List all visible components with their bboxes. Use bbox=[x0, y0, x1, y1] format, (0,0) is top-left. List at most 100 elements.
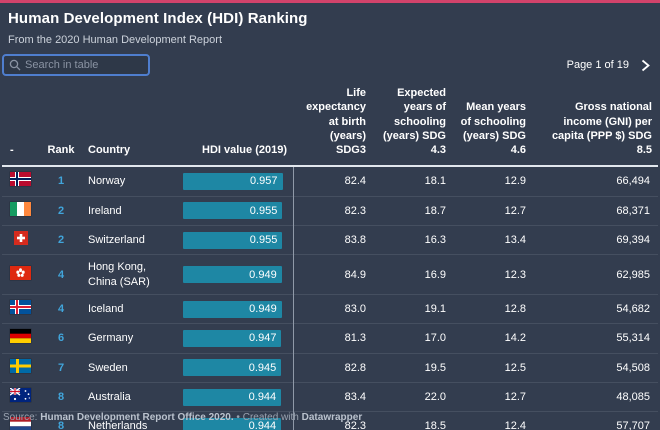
cell-gni: 54,682 bbox=[532, 293, 658, 324]
page-title: Human Development Index (HDI) Ranking bbox=[8, 10, 308, 27]
hdi-bar-fill: 0.949 bbox=[183, 300, 282, 318]
flag-germany-icon bbox=[10, 329, 31, 344]
hdi-bar: 0.949 bbox=[183, 300, 287, 318]
flag-netherlands-icon bbox=[10, 417, 31, 430]
column-header-expected[interactable]: Expected years of schooling (years) SDG … bbox=[372, 82, 452, 168]
datawrapper-link[interactable]: Datawrapper bbox=[301, 412, 363, 423]
cell-country: Switzerland bbox=[82, 225, 177, 255]
cell-life: 83.8 bbox=[292, 225, 372, 255]
cell-hdi: 0.944 bbox=[177, 411, 293, 430]
table-header-row: - Rank Country HDI value (2019) Life expecta… bbox=[2, 82, 658, 168]
hdi-bar: 0.957 bbox=[183, 173, 287, 191]
cell-flag bbox=[2, 293, 40, 324]
flag-switzerland-icon bbox=[10, 231, 31, 246]
cell-gni: 55,314 bbox=[532, 323, 658, 354]
hdi-bar-fill: 0.949 bbox=[183, 266, 282, 284]
cell-hdi: 0.949 bbox=[177, 293, 293, 324]
cell-gni: 66,494 bbox=[616, 175, 650, 188]
column-header-flag[interactable]: - bbox=[2, 82, 40, 168]
cell-gni: 54,508 bbox=[532, 352, 658, 383]
cell-country: Germany bbox=[82, 323, 177, 354]
accent-top-bar bbox=[0, 0, 660, 3]
cell-gni: 57,707 bbox=[532, 411, 658, 430]
cell-country: Iceland bbox=[82, 293, 177, 324]
pagination: Page 1 of 19 bbox=[567, 57, 658, 74]
cell-hdi: 0.949 bbox=[177, 254, 293, 295]
cell-mean: 12.4 bbox=[452, 411, 532, 430]
cell-life: 82.8 bbox=[292, 352, 372, 383]
cell-hdi: 0.957 bbox=[177, 166, 293, 196]
cell-hdi: 0.944 bbox=[177, 381, 293, 412]
cell-life: 82.3 bbox=[292, 411, 372, 430]
hdi-bar: 0.955 bbox=[183, 231, 287, 249]
table-body: 1 Norway 0.957 82.4 18.1 12.9 66,494 2 Ireland 0.… bbox=[2, 166, 658, 430]
cell-country: Netherlands bbox=[82, 411, 177, 430]
cell-flag bbox=[2, 411, 40, 430]
cell-mean: 12.8 bbox=[452, 293, 532, 324]
cell-life: 83.4 bbox=[292, 381, 372, 412]
cell-rank: 7 bbox=[40, 352, 82, 383]
cell-rank: 8 bbox=[40, 411, 82, 430]
cell-flag bbox=[2, 225, 40, 255]
cell-mean: 12.5 bbox=[452, 352, 532, 383]
flag-sweden-icon bbox=[10, 358, 31, 373]
cell-flag bbox=[2, 352, 40, 383]
column-header-rank[interactable]: Rank bbox=[40, 82, 82, 168]
hdi-bar: 0.944 bbox=[183, 417, 287, 430]
cell-hdi: 0.955 bbox=[177, 225, 293, 255]
cell-expected: 19.1 bbox=[372, 293, 452, 324]
page-subtitle: From the 2020 Human Development Report bbox=[8, 34, 222, 46]
table-row: 8 Australia 0.944 83.4 22.0 12.7 48,085 bbox=[2, 381, 658, 412]
pagination-label: Page 1 of 19 bbox=[566, 59, 629, 71]
cell-rank: 6 bbox=[40, 323, 82, 354]
cell-mean: 12.7 bbox=[452, 195, 532, 226]
cell-rank: 2 bbox=[40, 225, 82, 255]
cell-country: Ireland bbox=[82, 195, 177, 226]
flag-ireland-icon bbox=[10, 201, 31, 216]
cell-gni: 48,085 bbox=[532, 381, 658, 412]
hdi-bar-fill: 0.957 bbox=[183, 173, 283, 191]
table-row: 2 Ireland 0.955 82.3 18.7 12.7 68,371 bbox=[2, 195, 658, 226]
cell-expected: 18.7 bbox=[372, 195, 452, 226]
cell-gni: 68,371 bbox=[532, 195, 658, 226]
cell-flag bbox=[2, 254, 40, 295]
cell-mean: 12.9 bbox=[504, 175, 526, 188]
hdi-ranking-table: - Rank Country HDI value (2019) Life expecta… bbox=[2, 82, 658, 430]
hdi-bar-fill: 0.944 bbox=[183, 417, 282, 430]
search-icon bbox=[9, 59, 21, 71]
cell-mean: 12.3 bbox=[452, 254, 532, 295]
search-input[interactable] bbox=[25, 59, 143, 71]
cell-mean: 13.4 bbox=[452, 225, 532, 255]
source-label: Source: bbox=[3, 412, 38, 423]
cell-life: 84.9 bbox=[292, 254, 372, 295]
flag-australia-icon bbox=[10, 387, 31, 402]
cell-flag bbox=[2, 323, 40, 354]
flag-norway-icon bbox=[10, 172, 31, 187]
hdi-bar-fill: 0.945 bbox=[183, 359, 282, 377]
hdi-bar-fill: 0.947 bbox=[183, 329, 282, 347]
cell-hdi: 0.945 bbox=[177, 352, 293, 383]
hdi-bar: 0.945 bbox=[183, 359, 287, 377]
chevron-right-icon bbox=[641, 59, 650, 72]
cell-expected: 16.9 bbox=[372, 254, 452, 295]
search-box[interactable] bbox=[2, 54, 150, 76]
column-header-country[interactable]: Country bbox=[82, 82, 177, 168]
hdi-bar: 0.944 bbox=[183, 388, 287, 406]
cell-flag bbox=[2, 381, 40, 412]
next-page-button[interactable] bbox=[639, 57, 652, 74]
cell-rank: 4 bbox=[40, 254, 82, 295]
column-header-gni[interactable]: Gross national income (GNI) per capita (… bbox=[532, 82, 658, 168]
cell-life: 82.3 bbox=[292, 195, 372, 226]
column-header-life[interactable]: Life expectancy at birth (years) SDG3 bbox=[293, 82, 372, 168]
cell-mean: 12.7 bbox=[452, 381, 532, 412]
cell-mean: 14.2 bbox=[452, 323, 532, 354]
hdi-bar: 0.955 bbox=[183, 202, 287, 220]
column-header-hdi[interactable]: HDI value (2019) bbox=[177, 82, 293, 168]
created-with-label: Created with bbox=[242, 412, 299, 423]
column-header-mean[interactable]: Mean years of schooling (years) SDG 4.6 bbox=[452, 82, 532, 168]
cell-expected: 18.1 bbox=[424, 175, 446, 188]
cell-rank: 8 bbox=[40, 381, 82, 412]
cell-flag bbox=[2, 166, 40, 196]
table-row: 4 Hong Kong, China (SAR) 0.949 84.9 16.9 12.3… bbox=[2, 254, 658, 295]
cell-hdi: 0.947 bbox=[177, 323, 293, 354]
